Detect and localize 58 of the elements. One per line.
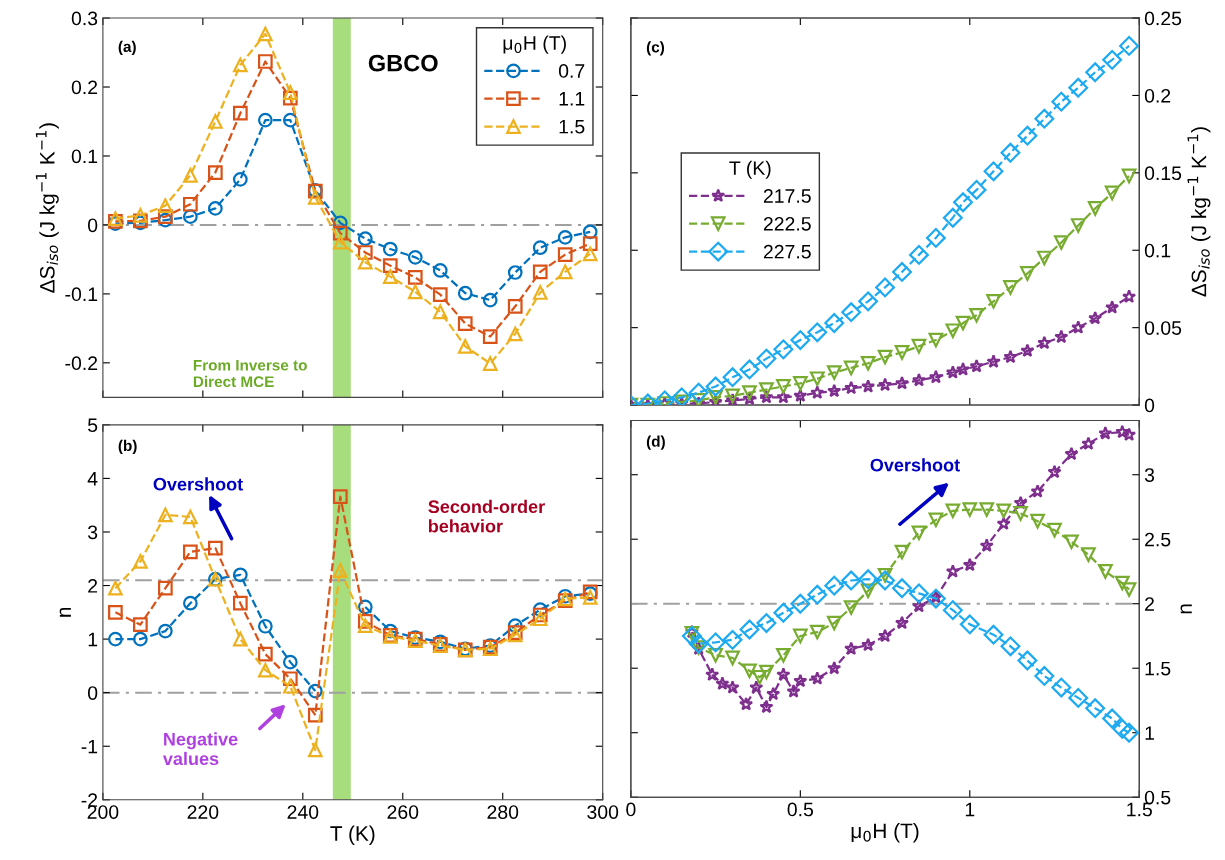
x-tick-label: 220 <box>187 805 219 819</box>
y2-tick-label: 0 <box>1144 398 1155 413</box>
annotation: (c) <box>646 41 665 56</box>
annotation: Second-order behavior <box>428 499 545 533</box>
y2-tick-label: 0.05 <box>1144 321 1182 335</box>
y2-tick-label: 2.5 <box>1145 532 1171 547</box>
y-tick-label: 4 <box>87 472 98 486</box>
y-tick-label: 0 <box>87 218 98 233</box>
y2-tick-label: 0.15 <box>1144 166 1182 181</box>
y-tick-label: -0.2 <box>65 356 98 371</box>
y2-tick-label: 0.2 <box>1144 88 1171 103</box>
y-tick-label: 5 <box>88 418 98 433</box>
annotation: Negative values <box>162 732 238 766</box>
legend-label: 227.5 <box>763 244 811 259</box>
y2-tick-label: 2 <box>1145 597 1154 611</box>
x-axis-title: μ$_{0}$H (T) <box>851 822 919 843</box>
legend-label: 1.5 <box>559 119 585 134</box>
x-tick-label: 1 <box>965 802 975 817</box>
x-axis-title: T (K) <box>330 825 375 845</box>
annotation: (a) <box>118 40 136 56</box>
x-tick-label: 0 <box>626 802 636 817</box>
x-tick-label: 260 <box>387 805 419 819</box>
x-tick-label: 200 <box>87 805 119 819</box>
annotation: Overshoot <box>153 477 243 491</box>
y-tick-label: -2 <box>81 793 98 807</box>
x-tick-label: 280 <box>487 805 519 819</box>
annotation: (d) <box>646 435 665 450</box>
y2-tick-label: 0.25 <box>1144 11 1182 26</box>
y-axis-title: ΔS$_{iso}$ (J kg$^{−1}$ K$^{−1}$) <box>35 123 59 293</box>
annotation: From Inverse to Direct MCE <box>193 359 307 388</box>
y-tick-label: -1 <box>81 739 98 754</box>
legend-label: 0.7 <box>558 64 585 78</box>
legend-title: T (K) <box>729 160 771 179</box>
x-tick-label: 0.5 <box>787 802 814 817</box>
y-tick-label: 0 <box>87 686 98 700</box>
y2-tick-label: 1.5 <box>1145 661 1171 676</box>
annotation: Overshoot <box>870 458 960 472</box>
y-axis-title: n <box>59 607 71 617</box>
legend-title: μ$_{0}$H (T) <box>503 35 566 54</box>
legend-label: 217.5 <box>763 189 811 203</box>
y-tick-label: 1 <box>88 632 98 647</box>
y2-axis-title: ΔS$_{iso}$ (J kg$^{−1}$ K$^{−1}$) <box>1187 127 1211 297</box>
y2-tick-label: 3 <box>1144 468 1155 482</box>
y-tick-label: 0.2 <box>71 80 98 95</box>
y2-axis-title: n <box>1180 604 1192 614</box>
x-tick-label: 240 <box>287 805 319 819</box>
x-tick-label: 300 <box>587 805 619 819</box>
y-tick-label: 0.1 <box>71 149 98 164</box>
y-tick-label: -0.1 <box>65 287 98 302</box>
y-tick-label: 2 <box>88 579 98 593</box>
legend-label: 222.5 <box>763 216 811 231</box>
y-tick-label: 3 <box>87 525 98 540</box>
y-tick-label: 0.3 <box>71 11 98 26</box>
annotation: (b) <box>118 439 137 455</box>
annotation: GBCO <box>368 54 438 72</box>
y2-tick-label: 0.1 <box>1144 243 1171 258</box>
y2-tick-label: 1 <box>1145 726 1154 740</box>
legend-label: 1.1 <box>559 92 585 106</box>
